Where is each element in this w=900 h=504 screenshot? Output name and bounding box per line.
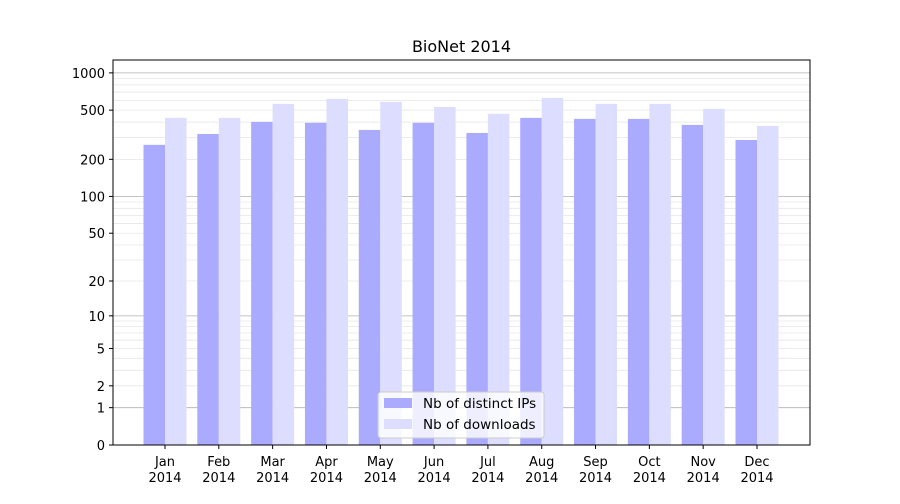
x-tick-label: May 2014 — [364, 455, 397, 486]
bars — [143, 97, 779, 446]
bar-downloads — [380, 101, 402, 445]
bar-downloads — [326, 98, 348, 445]
bar-ips — [520, 117, 542, 446]
x-tick-label: Nov 2014 — [687, 455, 720, 486]
y-axis: 0 1 2 5 10 20 50 100 200 500 1000 — [72, 67, 113, 454]
legend-label-ips: Nb of distinct IPs — [423, 396, 536, 412]
bar-ips — [574, 118, 596, 445]
x-tick-label: Feb 2014 — [202, 455, 235, 486]
plot-frame — [112, 59, 811, 446]
x-tick-label: Dec 2014 — [740, 455, 773, 486]
bar-downloads — [703, 108, 725, 445]
bar-downloads — [757, 125, 779, 446]
bar-ips — [627, 118, 650, 445]
y-tick-label: 500 — [80, 104, 105, 119]
bar-ips — [251, 121, 273, 446]
bar-ips — [143, 144, 165, 446]
bar-ips — [304, 122, 327, 445]
x-tick-label: Apr 2014 — [310, 455, 343, 486]
bar-ips — [197, 133, 219, 446]
bar-ips — [466, 132, 488, 445]
y-tick-label: 20 — [88, 275, 105, 290]
legend-label-downloads: Nb of downloads — [423, 417, 536, 433]
bar-downloads — [272, 103, 295, 445]
legend-swatch-ips — [384, 398, 412, 408]
x-tick-label: Sep 2014 — [579, 455, 612, 486]
x-tick-label: Oct 2014 — [633, 455, 666, 486]
y-tick-label: 1000 — [72, 67, 105, 82]
bar-downloads — [649, 103, 671, 445]
x-tick-label: Jun 2014 — [418, 455, 451, 486]
bar-downloads — [541, 97, 564, 445]
bar-ips — [358, 129, 381, 445]
bar-downloads — [434, 106, 456, 446]
y-tick-label: 50 — [88, 227, 105, 242]
x-tick-label: Jul 2014 — [471, 455, 504, 486]
y-tick-label: 1 — [97, 402, 105, 417]
legend: Nb of distinct IPs Nb of downloads — [377, 391, 545, 439]
bar-ips — [681, 124, 704, 446]
x-tick-label: Aug 2014 — [525, 455, 558, 486]
legend-swatch-downloads — [384, 419, 412, 429]
x-tick-label: Mar 2014 — [256, 455, 289, 486]
y-tick-label: 200 — [80, 153, 105, 168]
bar-downloads — [165, 117, 187, 446]
y-tick-label: 0 — [97, 439, 105, 454]
x-tick-label: Jan 2014 — [148, 455, 181, 486]
y-tick-label: 2 — [97, 380, 105, 395]
y-tick-label: 100 — [80, 190, 105, 205]
bar-ips — [735, 139, 757, 446]
bar-downloads — [595, 103, 618, 445]
bar-downloads — [218, 117, 241, 446]
bar-downloads — [487, 113, 510, 445]
chart-title: BioNet 2014 — [412, 37, 511, 56]
x-axis: Jan 2014 Feb 2014 Mar 2014 Apr 2014 May 2014 Jun 20… — [148, 445, 774, 486]
y-tick-label: 5 — [97, 342, 105, 357]
bar-ips — [412, 122, 435, 445]
y-tick-label: 10 — [88, 310, 105, 325]
